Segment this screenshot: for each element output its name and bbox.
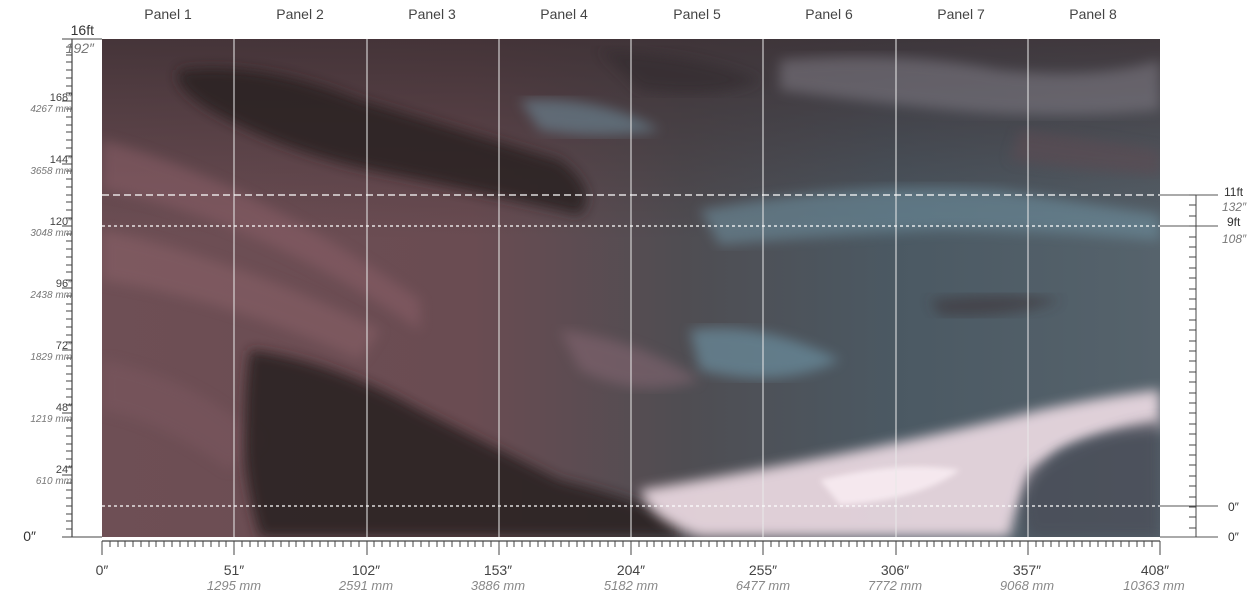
left-axis-mm-4267: 4267 mm <box>30 104 72 115</box>
left-axis-tick-144: 144″ <box>49 154 72 166</box>
left-axis-mm-1219: 1219 mm <box>30 414 72 425</box>
panel-label-4: Panel 4 <box>540 6 588 22</box>
bottom-axis-mm-2591: 2591 mm <box>338 578 394 593</box>
left-axis-top-in: 192″ <box>65 40 94 56</box>
left-axis-tick-168: 168″ <box>49 92 72 104</box>
bottom-axis-mm-3886: 3886 mm <box>470 578 526 593</box>
bottom-axis-tick-357: 357″ <box>1012 562 1042 578</box>
bottom-axis-tick-102: 102″ <box>351 562 381 578</box>
bottom-axis-tick-306: 306″ <box>880 562 910 578</box>
panel-label-7: Panel 7 <box>937 6 985 22</box>
right-axis-base-zero: 0″ <box>1228 530 1239 544</box>
panel-label-1: Panel 1 <box>144 6 192 22</box>
panel-label-8: Panel 8 <box>1069 6 1117 22</box>
right-axis-low-zero: 0″ <box>1228 500 1239 514</box>
left-axis-mm-3658: 3658 mm <box>30 166 72 177</box>
bottom-axis-tick-255: 255″ <box>748 562 778 578</box>
left-axis-tick-24: 24″ <box>55 464 72 476</box>
bottom-axis-tick-0: 0″ <box>95 562 109 578</box>
left-axis-tick-96: 96″ <box>55 278 72 290</box>
bottom-axis-mm-9068: 9068 mm <box>999 578 1055 593</box>
left-axis-tick-72: 72″ <box>55 340 72 352</box>
bottom-axis-tick-408: 408″ <box>1140 562 1170 578</box>
bottom-axis-tick-204: 204″ <box>616 562 646 578</box>
left-axis-mm-1829: 1829 mm <box>30 352 72 363</box>
panel-label-3: Panel 3 <box>408 6 456 22</box>
left-axis-tick-120: 120″ <box>49 216 72 228</box>
bottom-axis-mm-5182: 5182 mm <box>603 578 659 593</box>
bottom-axis-mm-10363: 10363 mm <box>1123 578 1185 593</box>
left-axis-tick-48: 48″ <box>55 402 72 414</box>
bottom-axis-mm-1295: 1295 mm <box>206 578 262 593</box>
right-axis-108in: 108″ <box>1222 232 1247 246</box>
right-axis-132in: 132″ <box>1222 200 1247 214</box>
left-axis-mm-2438: 2438 mm <box>30 290 72 301</box>
left-axis-zero: 0″ <box>23 528 36 544</box>
bottom-axis-mm-6477: 6477 mm <box>735 578 791 593</box>
right-axis-11ft: 11ft <box>1224 185 1244 199</box>
bottom-axis-tick-51: 51″ <box>223 562 245 578</box>
left-axis-top-ft: 16ft <box>70 22 94 38</box>
bottom-axis-mm-7772: 7772 mm <box>867 578 923 593</box>
bottom-axis-tick-153: 153″ <box>483 562 513 578</box>
left-axis-mm-610: 610 mm <box>35 476 72 487</box>
right-axis-9ft: 9ft <box>1227 215 1241 229</box>
panel-label-6: Panel 6 <box>805 6 853 22</box>
panel-label-2: Panel 2 <box>276 6 324 22</box>
left-axis-mm-3048: 3048 mm <box>30 228 72 239</box>
panel-label-5: Panel 5 <box>673 6 721 22</box>
